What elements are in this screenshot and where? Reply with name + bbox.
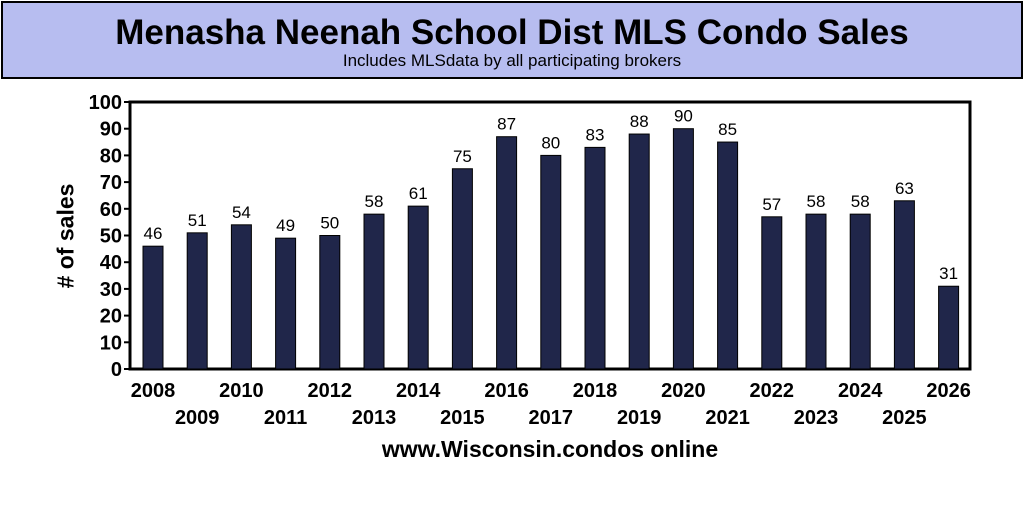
title-banner: Menasha Neenah School Dist MLS Condo Sal… [1,1,1023,79]
y-tick-label: 100 [89,92,122,114]
bar-2017 [540,154,562,370]
data-label-2022: 57 [762,195,781,214]
bar-2026 [938,285,960,370]
bar-2024 [849,213,871,370]
data-label-2011: 49 [276,216,295,235]
y-tick-label: 60 [100,199,122,221]
data-label-2019: 88 [630,112,649,131]
x-tick-label-2018: 2018 [573,380,618,402]
data-label-2008: 46 [144,224,163,243]
bar-2015 [451,168,473,370]
bar-2014 [407,205,429,370]
data-label-2010: 54 [232,203,251,222]
bar-2008 [142,245,164,370]
x-tick-label-2023: 2023 [794,407,839,429]
bar-2013 [363,213,385,370]
x-tick-label-2016: 2016 [484,380,529,402]
bar-2019 [628,133,650,370]
data-label-2014: 61 [409,184,428,203]
data-label-2021: 85 [718,120,737,139]
x-tick-label-2025: 2025 [882,407,927,429]
y-tick-label: 20 [100,306,122,328]
x-tick-label-2011: 2011 [264,407,307,429]
bar-2018 [584,146,606,370]
footer-website: www.Wisconsin.condos online [381,436,719,462]
bar-2021 [717,141,739,370]
data-label-2009: 51 [188,211,207,230]
x-tick-label-2022: 2022 [750,380,795,402]
chart-subtitle: Includes MLSdata by all participating br… [342,51,682,70]
bar-2009 [186,232,208,370]
y-tick-label: 10 [100,332,122,354]
bar-2020 [672,128,694,370]
x-tick-label-2015: 2015 [440,407,485,429]
data-label-2015: 75 [453,147,472,166]
data-label-2016: 87 [497,115,516,134]
y-tick-label: 50 [100,226,122,248]
x-tick-label-2013: 2013 [352,407,397,429]
x-tick-label-2024: 2024 [838,380,883,402]
y-tick-label: 80 [100,145,122,167]
data-label-2023: 58 [807,192,826,211]
data-label-2018: 83 [586,125,605,144]
x-tick-label-2012: 2012 [308,380,353,402]
y-tick-label: 40 [100,252,122,274]
bar-2010 [230,224,252,370]
x-tick-label-2009: 2009 [175,407,220,429]
y-tick-label: 0 [111,359,122,381]
x-tick-label-2014: 2014 [396,380,441,402]
x-tick-label-2019: 2019 [617,407,662,429]
data-label-2024: 58 [851,192,870,211]
x-tick-label-2026: 2026 [926,380,971,402]
x-tick-label-2020: 2020 [661,380,706,402]
chart-title: Menasha Neenah School Dist MLS Condo Sal… [115,13,909,52]
data-label-2025: 63 [895,179,914,198]
bar-2012 [319,235,341,370]
data-label-2013: 58 [365,192,384,211]
bar-2025 [893,200,915,370]
y-tick-label: 70 [100,172,122,194]
x-tick-label-2008: 2008 [131,380,176,402]
x-tick-label-2017: 2017 [529,407,574,429]
bar-2011 [275,237,297,370]
y-tick-label: 30 [100,279,122,301]
data-label-2020: 90 [674,107,693,126]
x-tick-label-2021: 2021 [705,407,750,429]
bar-2016 [496,136,518,370]
y-tick-label: 90 [100,119,122,141]
x-tick-label-2010: 2010 [219,380,264,402]
data-label-2012: 50 [320,214,339,233]
bar-2022 [761,216,783,370]
data-label-2017: 80 [541,133,560,152]
bar-2023 [805,213,827,370]
data-label-2026: 31 [939,264,958,283]
